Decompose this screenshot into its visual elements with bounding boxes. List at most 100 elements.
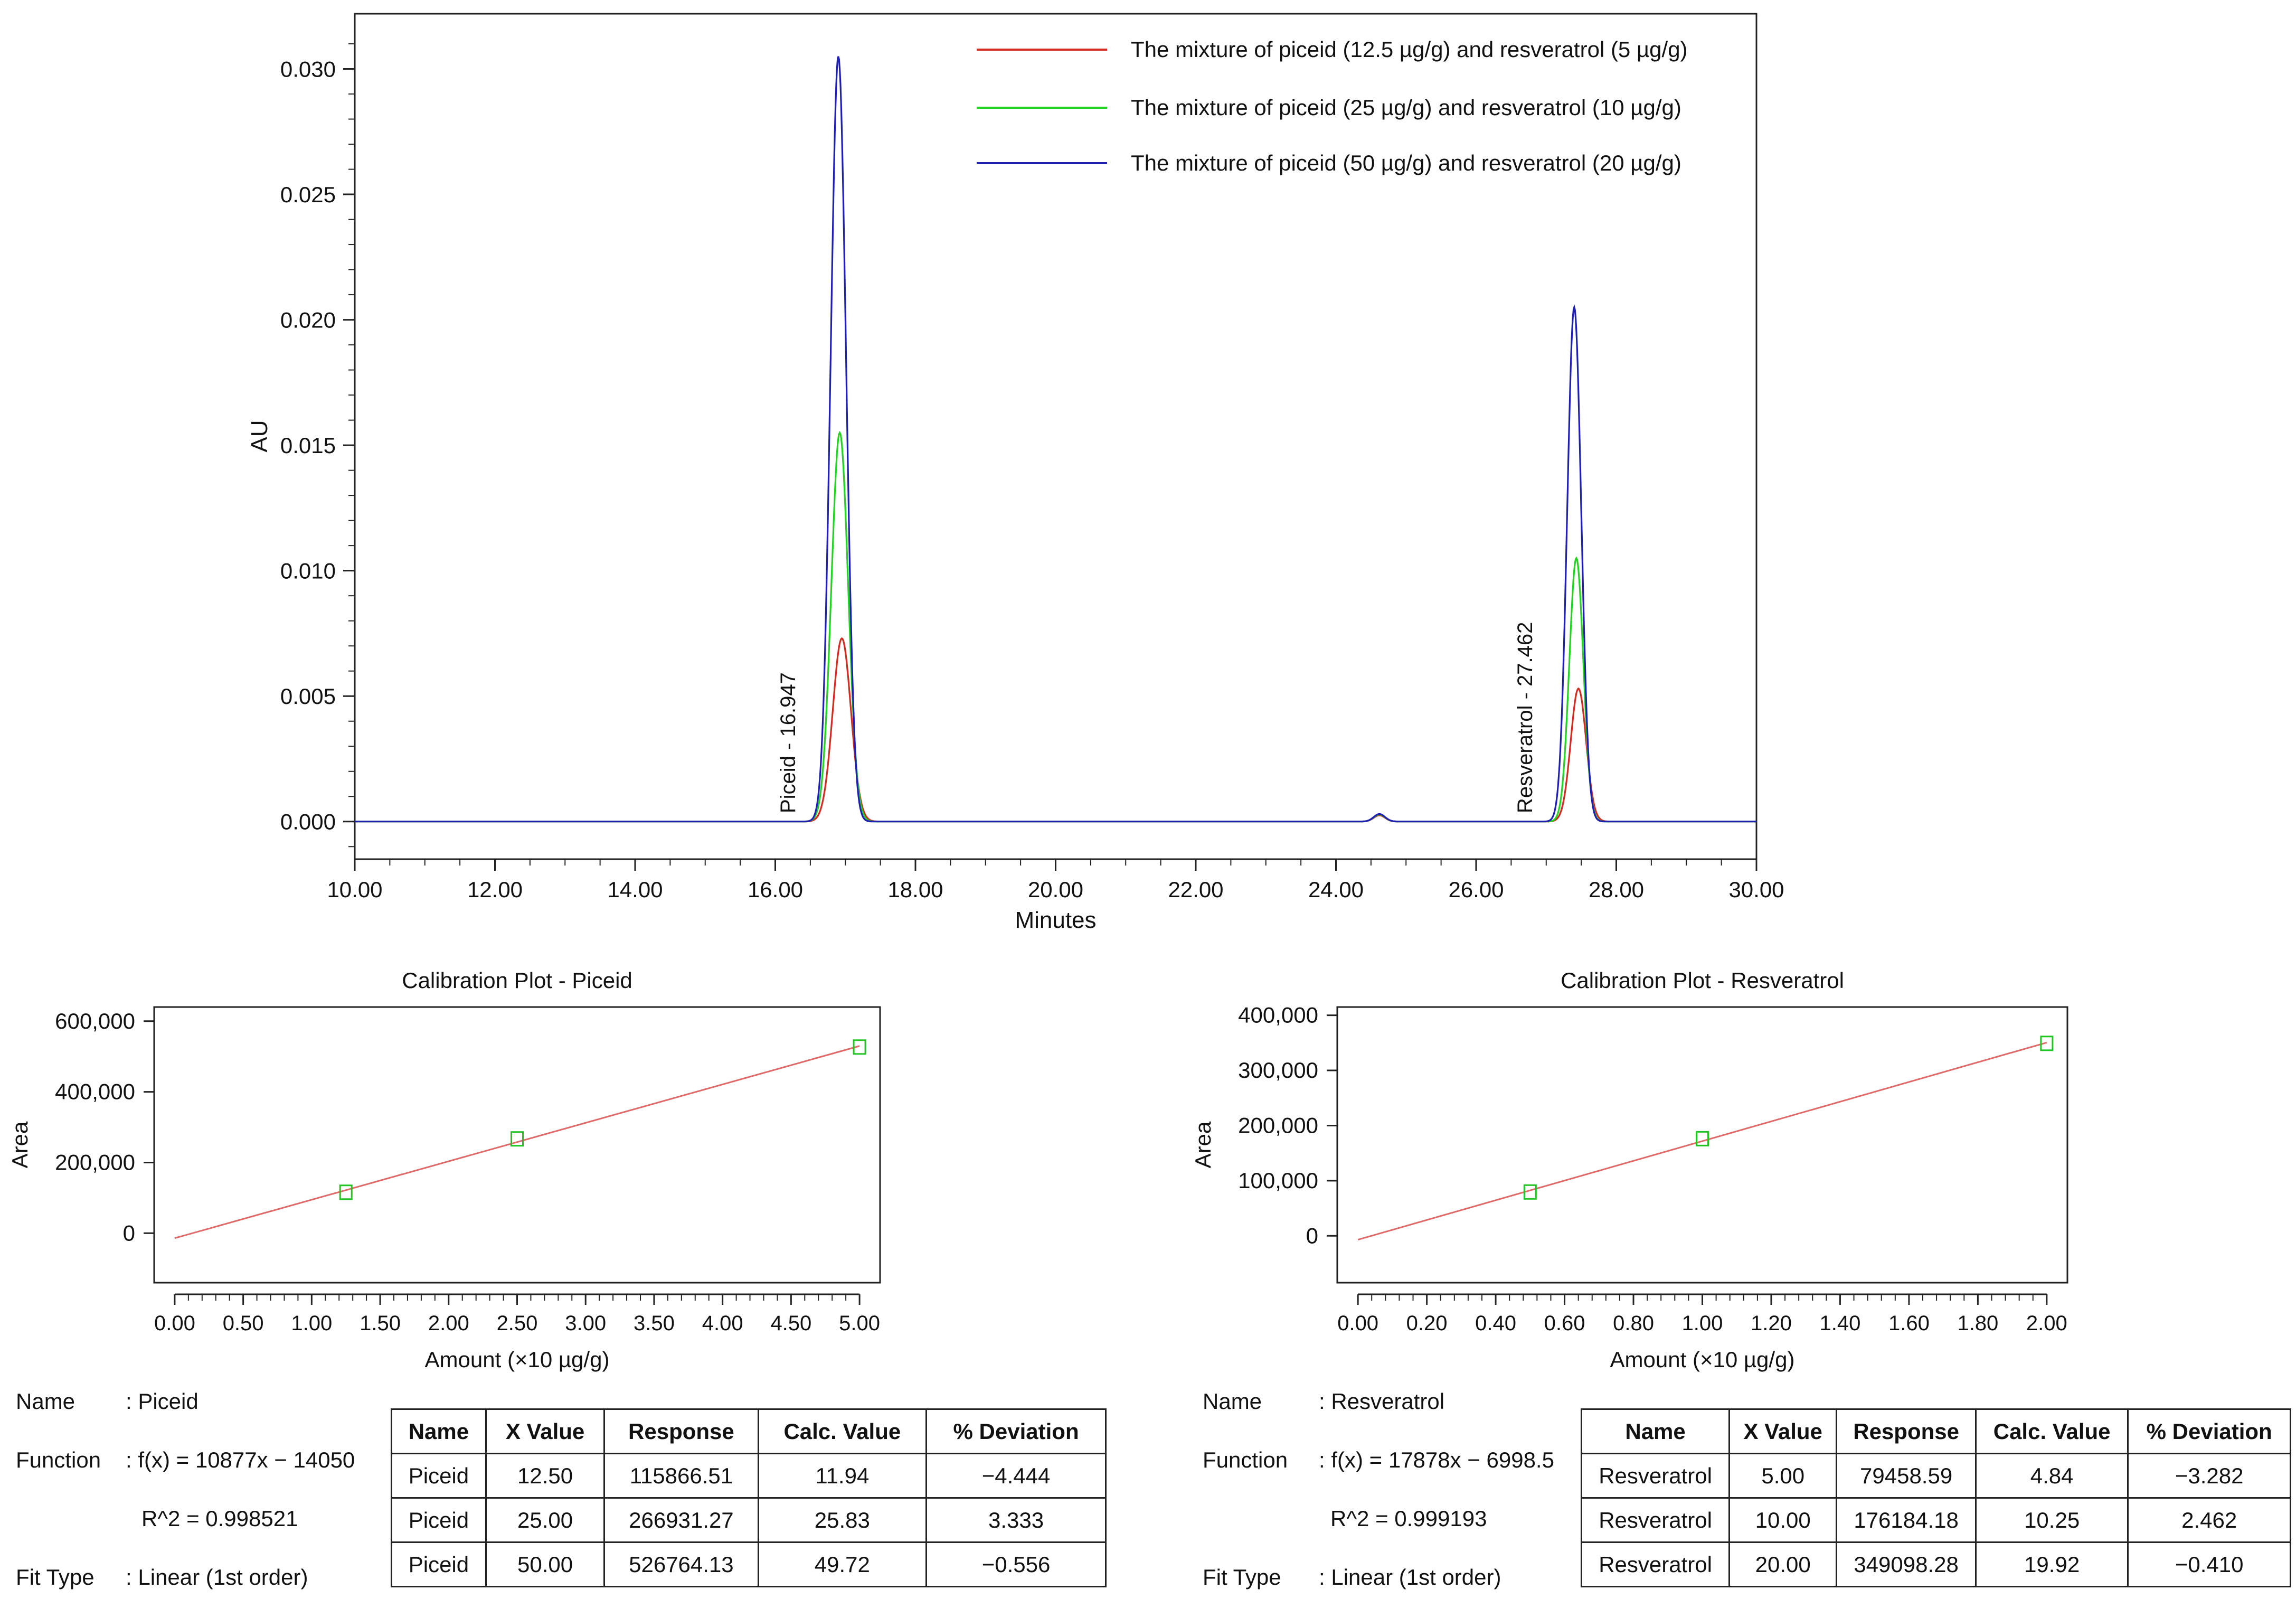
- table-cell: 5.00: [1728, 1453, 1838, 1499]
- piceid-fit-label: Fit Type: [16, 1565, 95, 1589]
- fit-line: [1357, 1041, 2047, 1241]
- data-point: [511, 1131, 524, 1147]
- resveratrol-function-label: Function: [1203, 1447, 1288, 1472]
- table-cell: 115866.51: [603, 1453, 759, 1499]
- column-header: X Value: [485, 1408, 606, 1454]
- x-tick-label: 1.50: [360, 1312, 401, 1335]
- plot-title: Calibration Plot - Resveratrol: [1561, 968, 1844, 993]
- y-tick-label: 0.005: [280, 684, 336, 709]
- y-tick-label: 0: [123, 1220, 135, 1245]
- series-line: [355, 431, 1756, 823]
- y-axis-label: Area: [7, 1121, 32, 1168]
- piceid-results-table: Name X Value Response Calc. Value % Devi…: [391, 1408, 1107, 1587]
- x-tick-label: 18.00: [887, 877, 943, 902]
- x-tick-label: 2.00: [428, 1312, 469, 1335]
- chromatogram-chart: 10.00 12.00 14.00 16.00 18.00 20.00 22.00 24.00…: [247, 13, 1784, 933]
- x-tick-label: 30.00: [1728, 877, 1784, 902]
- x-tick-label: 0.00: [154, 1312, 195, 1335]
- x-tick-label: 1.60: [1888, 1312, 1930, 1335]
- table-cell: 11.94: [757, 1453, 928, 1499]
- data-point: [339, 1184, 353, 1200]
- y-tick-label: 0.000: [280, 810, 336, 834]
- x-tick-label: 0.00: [1337, 1312, 1378, 1335]
- x-tick-label: 4.50: [770, 1312, 811, 1335]
- column-header: Response: [603, 1408, 759, 1454]
- peak-label: Piceid - 16.947: [777, 672, 800, 813]
- table-row: Resveratrol 20.00 349098.28 19.92 −0.410: [1580, 1541, 2291, 1587]
- resveratrol-function-value: : f(x) = 17878x − 6998.5: [1319, 1447, 1554, 1472]
- x-tick-label: 1.40: [1820, 1312, 1861, 1335]
- resveratrol-r2: R^2 = 0.999193: [1330, 1506, 1487, 1531]
- table-cell: 19.92: [1974, 1541, 2129, 1587]
- table-cell: 2.462: [2127, 1497, 2291, 1543]
- y-tick-label: 0.010: [280, 559, 336, 584]
- table-cell: Resveratrol: [1580, 1453, 1731, 1499]
- data-point: [1523, 1184, 1537, 1200]
- table-cell: 526764.13: [603, 1541, 759, 1587]
- resveratrol-fit-value: : Linear (1st order): [1319, 1565, 1501, 1589]
- table-cell: 4.84: [1974, 1453, 2129, 1499]
- column-header: % Deviation: [925, 1408, 1107, 1454]
- y-tick-label: 0.025: [280, 182, 336, 207]
- piceid-name-label: Name: [16, 1389, 75, 1414]
- piceid-function-value: : f(x) = 10877x − 14050: [126, 1447, 355, 1472]
- table-cell: 25.00: [485, 1497, 606, 1543]
- resveratrol-name-label: Name: [1203, 1389, 1262, 1414]
- x-tick-label: 20.00: [1028, 877, 1083, 902]
- table-header-row: Name X Value Response Calc. Value % Devi…: [1580, 1408, 2291, 1454]
- legend-entry: The mixture of piceid (25 µg/g) and resv…: [1131, 95, 1681, 120]
- plot-frame: [354, 13, 1758, 860]
- x-tick-label: 0.20: [1406, 1312, 1448, 1335]
- y-tick-label: 0.015: [280, 433, 336, 458]
- x-tick-label: 1.00: [291, 1312, 332, 1335]
- column-header: Response: [1836, 1408, 1977, 1454]
- x-tick-label: 0.40: [1475, 1312, 1516, 1335]
- column-header: Calc. Value: [1974, 1408, 2129, 1454]
- x-tick-label: 4.00: [702, 1312, 743, 1335]
- piceid-function-label: Function: [16, 1447, 101, 1472]
- column-header: X Value: [1728, 1408, 1838, 1454]
- table-cell: 266931.27: [603, 1497, 759, 1543]
- x-tick-label: 10.00: [327, 877, 382, 902]
- resveratrol-fit-label: Fit Type: [1203, 1565, 1281, 1589]
- table-row: Piceid 12.50 115866.51 11.94 −4.444: [391, 1453, 1107, 1499]
- table-cell: −0.410: [2127, 1541, 2291, 1587]
- fit-line: [174, 1045, 860, 1239]
- x-axis-label: Amount (×10 µg/g): [1610, 1347, 1795, 1372]
- y-tick-label: 200,000: [1238, 1113, 1318, 1137]
- resveratrol-results-table: Name X Value Response Calc. Value % Devi…: [1580, 1408, 2291, 1587]
- x-tick-label: 26.00: [1448, 877, 1504, 902]
- data-point: [1696, 1131, 1709, 1146]
- table-row: Resveratrol 10.00 176184.18 10.25 2.462: [1580, 1497, 2291, 1543]
- x-tick-label: 1.20: [1751, 1312, 1792, 1335]
- x-tick-label: 24.00: [1308, 877, 1364, 902]
- x-tick-label: 0.50: [223, 1312, 264, 1335]
- x-tick-label: 5.00: [839, 1312, 880, 1335]
- series-line: [355, 56, 1756, 823]
- data-point: [853, 1039, 866, 1055]
- legend-entry: The mixture of piceid (50 µg/g) and resv…: [1131, 151, 1681, 175]
- x-tick-label: 1.00: [1682, 1312, 1723, 1335]
- table-cell: 79458.59: [1836, 1453, 1977, 1499]
- plot-frame: [153, 1006, 881, 1284]
- y-axis-label: Area: [1190, 1121, 1215, 1168]
- x-axis-label: Minutes: [1015, 907, 1096, 933]
- piceid-name-value: : Piceid: [126, 1389, 199, 1414]
- y-tick-label: 400,000: [1238, 1003, 1318, 1028]
- column-header: Name: [391, 1408, 487, 1454]
- column-header: Name: [1580, 1408, 1731, 1454]
- y-tick-label: 600,000: [55, 1009, 135, 1033]
- x-tick-label: 0.60: [1544, 1312, 1585, 1335]
- x-tick-label: 1.80: [1957, 1312, 1998, 1335]
- table-header-row: Name X Value Response Calc. Value % Devi…: [391, 1408, 1107, 1454]
- y-tick-label: 400,000: [55, 1079, 135, 1104]
- piceid-fit-value: : Linear (1st order): [126, 1565, 308, 1589]
- series-line: [355, 637, 1756, 823]
- table-cell: 349098.28: [1836, 1541, 1977, 1587]
- table-row: Resveratrol 5.00 79458.59 4.84 −3.282: [1580, 1453, 2291, 1499]
- x-axis-label: Amount (×10 µg/g): [425, 1347, 610, 1372]
- table-cell: 3.333: [925, 1497, 1107, 1543]
- x-tick-label: 0.80: [1613, 1312, 1654, 1335]
- y-tick-label: 100,000: [1238, 1168, 1318, 1193]
- column-header: Calc. Value: [757, 1408, 928, 1454]
